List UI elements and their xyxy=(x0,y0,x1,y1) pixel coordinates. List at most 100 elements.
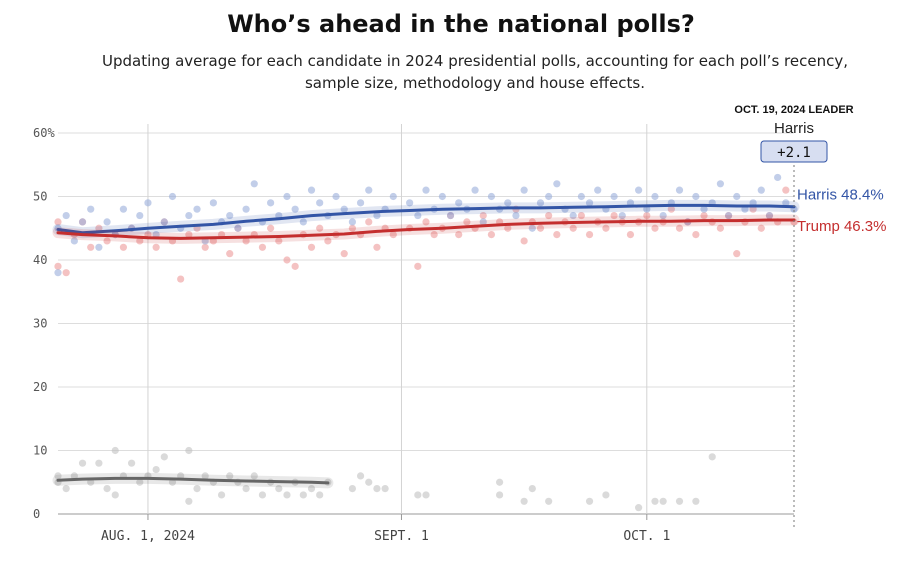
harris-poll-dot xyxy=(234,224,242,232)
leader-name: Harris xyxy=(774,120,814,137)
harris-poll-dot xyxy=(504,199,512,207)
other-poll-dot xyxy=(496,491,504,499)
other-poll-dot xyxy=(193,485,201,493)
harris-poll-dot xyxy=(651,192,659,201)
harris-poll-dot xyxy=(406,199,414,207)
harris-poll-dot xyxy=(724,211,733,220)
harris-poll-dot xyxy=(307,186,316,194)
chart-title: Who’s ahead in the national polls? xyxy=(227,10,695,38)
trump-poll-dot xyxy=(667,205,675,213)
trump-poll-dot xyxy=(275,237,283,245)
harris-poll-dot xyxy=(618,211,626,220)
other-poll-dot xyxy=(258,491,267,499)
leader-date-label: OCT. 19, 2024 LEADER xyxy=(734,104,853,116)
harris-poll-dot xyxy=(594,186,602,194)
harris-poll-dot xyxy=(553,180,561,188)
trump-poll-dot xyxy=(103,237,111,245)
other-poll-dot xyxy=(103,485,111,493)
harris-poll-dot xyxy=(348,218,356,226)
harris-poll-dot xyxy=(536,199,545,207)
trump-poll-dot xyxy=(365,218,373,226)
harris-poll-dot xyxy=(471,186,479,194)
harris-poll-dot xyxy=(365,186,373,194)
trump-poll-dot xyxy=(348,224,356,232)
leader-margin-badge xyxy=(760,140,828,163)
harris-poll-dot xyxy=(267,199,275,207)
other-poll-dot xyxy=(242,485,250,493)
other-poll-dot xyxy=(78,459,87,467)
y-tick-label: 20 xyxy=(33,380,47,394)
harris-poll-dot xyxy=(577,192,585,201)
harris-poll-dot xyxy=(299,218,307,226)
harris-poll-dot xyxy=(757,186,765,194)
chart-subtitle: Updating average for each candidate in 2… xyxy=(102,52,848,92)
harris-poll-dot xyxy=(242,205,250,213)
trump-poll-dot xyxy=(95,224,103,232)
trump-poll-dot xyxy=(152,243,160,251)
harris-poll-dot xyxy=(774,173,782,182)
harris-poll-dot xyxy=(340,205,348,213)
other-poll-dot xyxy=(348,485,356,493)
other-poll-dot xyxy=(160,453,168,461)
trump-poll-dot xyxy=(651,224,659,232)
harris-poll-dot xyxy=(520,186,528,194)
trump-poll-dot xyxy=(87,243,95,251)
y-tick-label: 60% xyxy=(33,126,55,140)
harris-poll-dot xyxy=(185,211,193,220)
trump-poll-dot xyxy=(177,275,185,283)
trump-poll-dot xyxy=(487,231,496,239)
trump-poll-dot xyxy=(414,262,422,270)
other-poll-dot xyxy=(381,485,389,493)
average-lines-layer xyxy=(52,199,800,489)
other-poll-dot xyxy=(152,465,160,474)
trump-poll-dot xyxy=(119,243,128,251)
harris-poll-dot xyxy=(209,199,217,207)
harris-poll-dot xyxy=(87,205,95,213)
y-tick-label: 0 xyxy=(33,507,40,521)
harris-poll-dot xyxy=(675,186,684,194)
harris-poll-dot xyxy=(455,199,463,207)
trump-poll-dot xyxy=(520,237,528,245)
trump-poll-dot xyxy=(692,231,700,239)
trump-poll-dot xyxy=(553,231,561,239)
harris-poll-dot xyxy=(487,192,496,201)
other-poll-dot xyxy=(528,485,536,493)
other-poll-dot xyxy=(111,491,119,499)
harris-poll-dot xyxy=(119,205,128,213)
trump-poll-dot xyxy=(226,250,234,258)
other-poll-dot xyxy=(520,497,528,505)
trump-poll-dot xyxy=(455,231,463,239)
trump-poll-dot xyxy=(536,224,545,232)
harris-poll-dot xyxy=(226,211,234,220)
other-poll-dot xyxy=(659,497,667,505)
harris-poll-dot xyxy=(765,211,774,220)
harris-average-line xyxy=(56,203,796,235)
trump-poll-dot xyxy=(283,256,291,264)
trump-poll-dot xyxy=(291,262,299,270)
other-poll-dot xyxy=(496,478,504,486)
harris-poll-dot xyxy=(152,231,160,239)
trump-poll-dot xyxy=(185,231,193,239)
harris-poll-dot xyxy=(659,211,667,220)
harris-poll-dot xyxy=(62,211,70,220)
harris-poll-dot xyxy=(250,180,258,188)
other-poll-dot xyxy=(365,478,373,486)
trump-poll-dot xyxy=(373,243,381,251)
x-tick-label: OCT. 1 xyxy=(623,529,670,544)
other-poll-dot xyxy=(283,491,291,499)
harris-poll-dot xyxy=(193,205,201,213)
other-poll-dot xyxy=(111,446,119,455)
trump-poll-dot xyxy=(54,262,62,270)
trump-poll-dot xyxy=(62,269,70,277)
trump-poll-dot xyxy=(324,237,332,245)
trump-poll-dot xyxy=(585,231,594,239)
harris-poll-dot xyxy=(136,211,144,220)
trump-poll-dot xyxy=(700,211,708,220)
trump-poll-dot xyxy=(569,224,577,232)
other-poll-dot xyxy=(708,453,716,461)
y-tick-label: 30 xyxy=(33,317,47,331)
trump-poll-dot xyxy=(340,250,348,258)
leader-margin-value: +2.1 xyxy=(777,145,811,161)
harris-poll-dot xyxy=(291,205,299,213)
